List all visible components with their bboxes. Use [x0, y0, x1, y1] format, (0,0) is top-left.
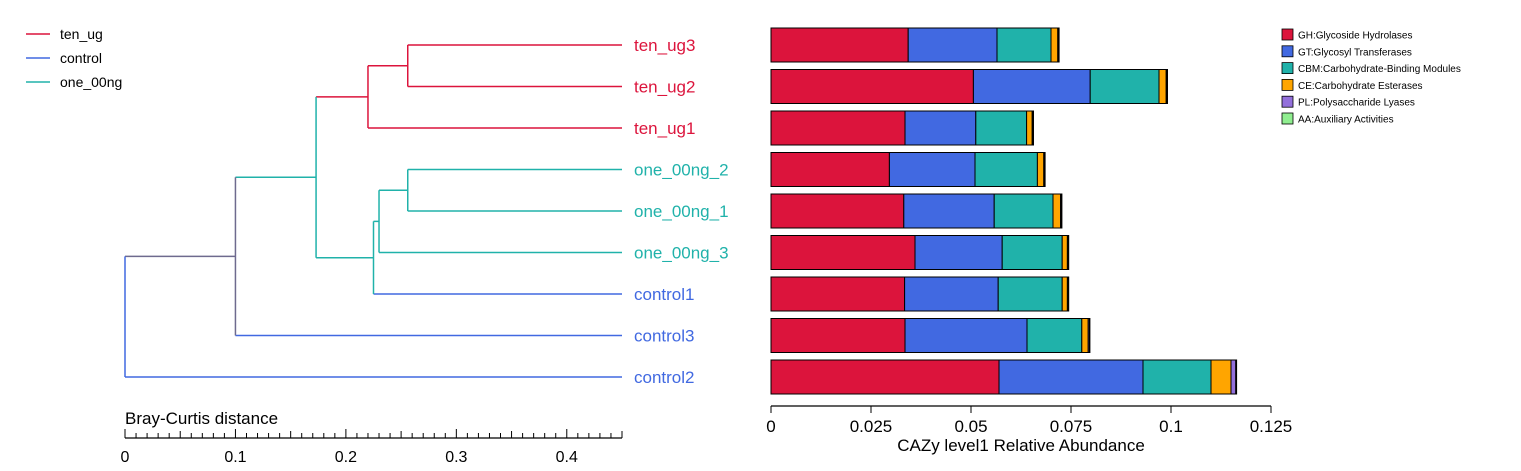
bar-segment-ten_ug1-GT: [904, 110, 977, 146]
bar-segment-one_00ng_3-CBM: [1001, 235, 1063, 270]
bar-x-tick-label: 0.025: [850, 417, 893, 436]
bar-segment-control1-GT: [904, 276, 999, 312]
bar-segment-control3-GT: [904, 318, 1028, 353]
sample-label-ten_ug3: ten_ug3: [634, 36, 695, 55]
group-legend-label-one_00ng: one_00ng: [60, 74, 122, 90]
series-legend-label-GH: GH:Glycoside Hydrolases: [1298, 31, 1412, 42]
bar-x-tick-label: 0.075: [1050, 417, 1093, 436]
series-legend-swatch-GH: [1281, 28, 1294, 41]
bar-segment-one_00ng_3-GH: [770, 235, 916, 270]
dendrogram-tick-label: 0.2: [335, 449, 357, 466]
sample-label-control2: control2: [634, 368, 694, 387]
series-legend-label-CE: CE:Carbohydrate Esterases: [1298, 81, 1423, 92]
bar-segment-control3-CBM: [1026, 318, 1083, 353]
sample-label-one_00ng_2: one_00ng_2: [634, 161, 729, 180]
bar-segment-ten_ug2-GH: [770, 69, 974, 104]
dendrogram-tick-label: 0.1: [224, 449, 246, 466]
bar-segment-ten_ug3-GH: [770, 27, 909, 63]
bar-x-tick-label: 0.05: [954, 417, 987, 436]
dendrogram-axis-label: Bray-Curtis distance: [125, 409, 278, 428]
series-legend-swatch-PL: [1281, 95, 1294, 108]
bar-segment-one_00ng_2-CE: [1036, 152, 1045, 187]
bar-segment-ten_ug1-GH: [770, 110, 906, 146]
series-legend-label-PL: PL:Polysaccharide Lyases: [1298, 98, 1415, 109]
series-legend-swatch-CBM: [1281, 62, 1294, 74]
group-legend-label-control: control: [60, 50, 102, 66]
sample-label-control3: control3: [634, 327, 694, 346]
series-legend-swatch-CE: [1281, 79, 1294, 91]
dendrogram-tick-label: 0: [121, 449, 130, 466]
bar-x-tick-label: 0: [766, 417, 775, 436]
bar-segment-one_00ng_3-CE: [1061, 235, 1068, 270]
bar-segment-one_00ng_3-AA: [1067, 235, 1070, 270]
series-legend-swatch-AA: [1281, 112, 1294, 125]
bar-segment-control1-GH: [770, 276, 906, 312]
sample-label-control1: control1: [634, 285, 694, 304]
bar-segment-ten_ug1-CE: [1026, 110, 1033, 146]
bar-segment-ten_ug2-CBM: [1089, 69, 1160, 104]
bar-segment-one_00ng_1-AA: [1060, 193, 1063, 229]
series-legend-label-AA: AA:Auxiliary Activities: [1298, 115, 1394, 126]
sample-label-ten_ug1: ten_ug1: [634, 119, 695, 138]
bar-segment-ten_ug1-CBM: [975, 110, 1028, 146]
bar-segment-one_00ng_2-GH: [770, 152, 890, 187]
bar-segment-control2-CBM: [1142, 359, 1212, 395]
sample-labels: ten_ug3 ten_ug2 ten_ug1 one_00ng_2 one_00ng_…: [634, 36, 729, 387]
stacked-bars: [770, 27, 1238, 395]
bar-segment-control1-CBM: [997, 276, 1063, 312]
bar-segment-one_00ng_1-GH: [770, 193, 905, 229]
bar-segment-ten_ug1-AA: [1032, 110, 1034, 146]
dendrogram-axis: Bray-Curtis distance 0 0.1 0.2 0.3 0.4: [121, 409, 623, 466]
bar-segment-ten_ug3-GT: [907, 27, 998, 63]
dendrogram-tick-label: 0.4: [556, 449, 578, 466]
bar-segment-control3-GH: [770, 318, 906, 353]
bar-segment-control3-AA: [1088, 318, 1091, 353]
group-legend-label-ten_ug: ten_ug: [60, 26, 103, 42]
bar-segment-ten_ug2-AA: [1166, 69, 1168, 104]
bar-x-axis-label: CAZy level1 Relative Abundance: [897, 436, 1145, 455]
bar-x-tick-label: 0.1: [1159, 417, 1183, 436]
bar-x-tick-label: 0.125: [1250, 417, 1293, 436]
bar-segment-one_00ng_1-CE: [1052, 193, 1062, 229]
series-legend: GH:Glycoside Hydrolases GT:Glycosyl Trans…: [1281, 28, 1461, 126]
sample-label-one_00ng_1: one_00ng_1: [634, 202, 729, 221]
bar-x-axis: CAZy level1 Relative Abundance 0 0.025 0.0…: [766, 405, 1293, 455]
bar-segment-control2-GT: [998, 359, 1144, 395]
bar-segment-control2-GH: [770, 359, 1000, 395]
series-legend-swatch-GT: [1281, 45, 1294, 58]
bar-segment-ten_ug3-CE: [1050, 27, 1059, 63]
dendrogram: [124, 44, 622, 378]
dendrogram-tick-label: 0.3: [445, 449, 467, 466]
bar-segment-ten_ug2-CE: [1158, 69, 1167, 104]
bar-segment-one_00ng_1-GT: [903, 193, 995, 229]
bar-segment-one_00ng_2-CBM: [974, 152, 1038, 187]
bar-segment-ten_ug3-CBM: [996, 27, 1052, 63]
bar-segment-one_00ng_2-GT: [888, 152, 976, 187]
bar-segment-ten_ug2-GT: [972, 69, 1091, 104]
bar-segment-control1-CE: [1061, 276, 1068, 312]
bar-segment-control2-AA: [1235, 359, 1238, 395]
bar-segment-one_00ng_2-AA: [1044, 152, 1046, 187]
sample-label-ten_ug2: ten_ug2: [634, 78, 695, 97]
bar-segment-one_00ng_3-GT: [914, 235, 1003, 270]
series-legend-label-GT: GT:Glycosyl Transferases: [1298, 47, 1412, 58]
bar-segment-control2-PL: [1230, 359, 1237, 395]
bar-segment-control1-AA: [1067, 276, 1070, 312]
series-legend-label-CBM: CBM:Carbohydrate-Binding Modules: [1298, 64, 1461, 75]
bar-segment-control3-CE: [1081, 318, 1089, 353]
bar-segment-control2-CE: [1210, 359, 1232, 395]
sample-label-one_00ng_3: one_00ng_3: [634, 244, 729, 263]
bar-segment-ten_ug3-AA: [1058, 27, 1060, 63]
bar-segment-one_00ng_1-CBM: [993, 193, 1054, 229]
